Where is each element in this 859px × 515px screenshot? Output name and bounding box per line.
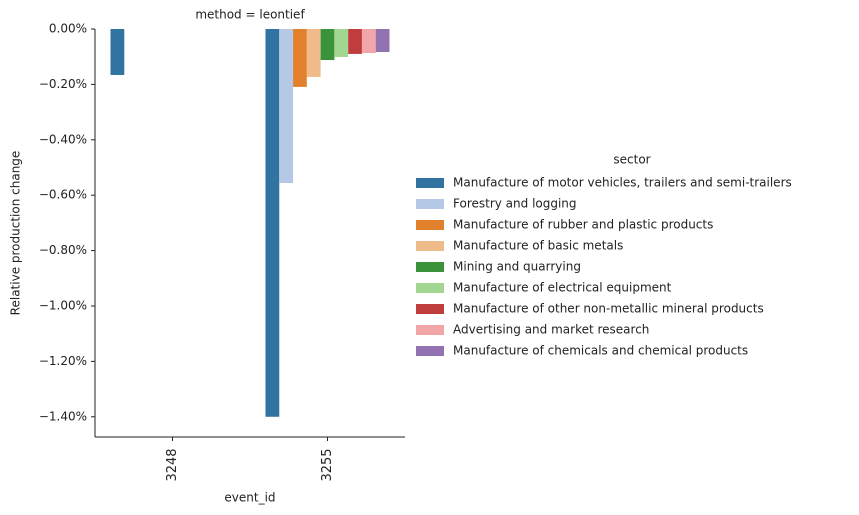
- legend-label: Manufacture of other non-metallic minera…: [453, 302, 764, 316]
- legend-swatch: [416, 304, 444, 314]
- y-tick-label: −0.20%: [39, 77, 87, 91]
- bar: [265, 29, 280, 417]
- bar: [348, 29, 362, 54]
- bar: [361, 29, 376, 54]
- bar: [110, 29, 125, 75]
- legend-label: Manufacture of basic metals: [453, 239, 623, 253]
- legend-label: Forestry and logging: [453, 197, 577, 211]
- x-axis-label: event_id: [224, 491, 275, 505]
- y-tick-label: −0.80%: [39, 243, 87, 257]
- legend-label: Manufacture of rubber and plastic produc…: [453, 218, 713, 232]
- legend-label: Manufacture of electrical equipment: [453, 281, 672, 295]
- y-tick-label: −1.40%: [39, 409, 87, 423]
- bar: [334, 29, 349, 57]
- legend-label: Advertising and market research: [453, 323, 649, 337]
- legend-label: Mining and quarrying: [453, 260, 581, 274]
- bar: [375, 29, 390, 52]
- y-tick-label: −1.00%: [39, 298, 87, 312]
- legend-swatch: [416, 346, 444, 356]
- legend-swatch: [416, 241, 444, 251]
- y-tick-label: −1.20%: [39, 354, 87, 368]
- y-tick-label: −0.40%: [39, 132, 87, 146]
- chart-title: method = leontief: [195, 8, 305, 22]
- bar: [293, 29, 307, 87]
- y-tick-label: 0.00%: [49, 22, 87, 36]
- legend-swatch: [416, 283, 444, 293]
- legend-swatch: [416, 220, 444, 230]
- legend-swatch: [416, 199, 444, 209]
- legend-label: Manufacture of motor vehicles, trailers …: [453, 176, 792, 190]
- x-tick-label: 3255: [320, 448, 335, 481]
- legend-swatch: [416, 262, 444, 272]
- x-tick-label: 3248: [165, 448, 180, 481]
- bar: [306, 29, 321, 77]
- y-tick-label: −0.60%: [39, 188, 87, 202]
- legend-title: sector: [613, 153, 650, 167]
- legend-label: Manufacture of chemicals and chemical pr…: [453, 344, 748, 358]
- legend-swatch: [416, 325, 444, 335]
- bar: [320, 29, 335, 61]
- bar: [279, 29, 294, 184]
- legend-swatch: [416, 178, 444, 188]
- y-axis-label: Relative production change: [9, 151, 23, 316]
